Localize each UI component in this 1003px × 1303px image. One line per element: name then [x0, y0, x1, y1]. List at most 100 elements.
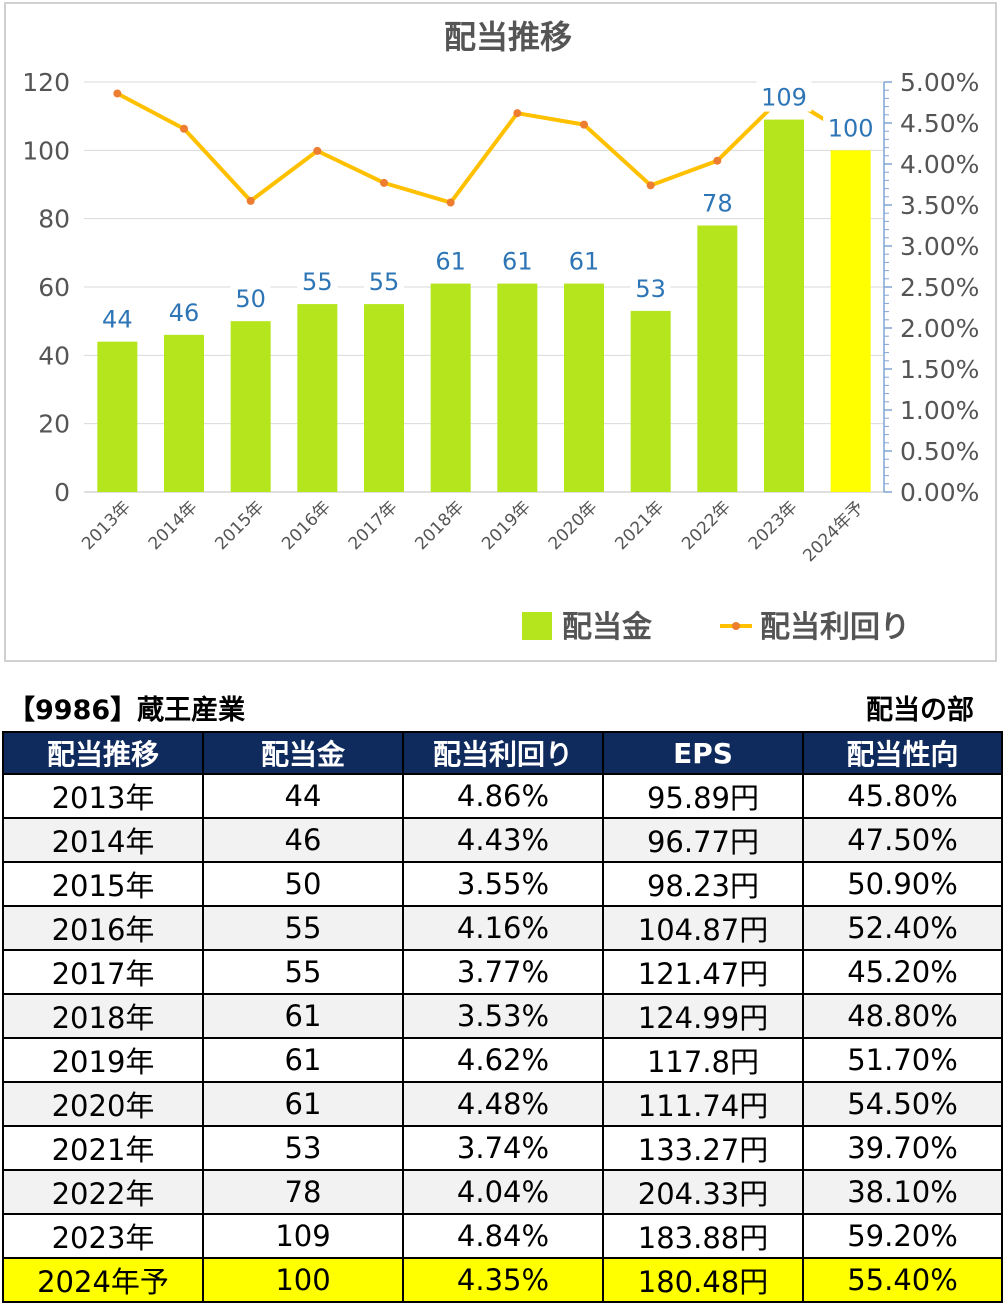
table-cell: 180.48円	[602, 1257, 804, 1303]
chart-frame: 配当推移 0 20 40 60 80 100 120 0.00% 0.50% 1.00% 1.50% 2…	[4, 2, 997, 662]
table-cell: 45.80%	[802, 773, 1003, 819]
y-right-tick-label: 4.50%	[900, 109, 979, 138]
table-cell: 2020年	[2, 1081, 204, 1127]
bar-data-label: 78	[702, 190, 733, 218]
table-cell: 78	[202, 1169, 404, 1215]
table-header-row: 【9986】蔵王産業 配当の部	[8, 688, 974, 728]
x-tick-label: 2014年	[145, 497, 202, 554]
table-cell: 4.43%	[402, 817, 604, 863]
table-cell: 104.87円	[602, 905, 804, 951]
table-body: 2013年 44 4.86% 95.89円 45.80% 2014年 46 4.43% 96.7…	[2, 773, 1003, 1303]
data-label-bg	[697, 187, 738, 218]
y-right-tick-label: 1.50%	[900, 355, 979, 384]
column-header: 配当利回り	[402, 731, 604, 775]
y-right-tick-label: 2.50%	[900, 273, 979, 302]
legend-swatch-marker	[732, 622, 740, 630]
table-cell: 98.23円	[602, 861, 804, 907]
table-cell: 111.74円	[602, 1081, 804, 1127]
x-tick-label: 2013年	[78, 497, 135, 554]
column-header: 配当推移	[2, 731, 204, 775]
table-cell: 4.16%	[402, 905, 604, 951]
data-label-bg	[630, 272, 671, 303]
table-row: 2024年予 100 4.35% 180.48円 55.40%	[2, 1257, 1003, 1303]
bar	[230, 321, 271, 492]
table-cell: 54.50%	[802, 1081, 1003, 1127]
dividend-chart: 配当推移 0 20 40 60 80 100 120 0.00% 0.50% 1.00% 1.50% 2…	[22, 18, 979, 645]
table-cell: 2021年	[2, 1125, 204, 1171]
table-cell: 38.10%	[802, 1169, 1003, 1215]
yield-point	[246, 196, 255, 205]
y-left-tick-label: 60	[38, 273, 70, 302]
legend-label: 配当金	[562, 610, 653, 645]
table-cell: 39.70%	[802, 1125, 1003, 1171]
table-cell: 204.33円	[602, 1169, 804, 1215]
table-cell: 55	[202, 905, 404, 951]
data-label-bg	[430, 245, 471, 276]
table-cell: 50	[202, 861, 404, 907]
table-cell: 2019年	[2, 1037, 204, 1083]
y-left-tick-label: 100	[22, 136, 70, 165]
yield-point	[580, 120, 588, 129]
table-column-headers: 配当推移 配当金 配当利回り EPS 配当性向	[2, 731, 1003, 775]
x-tick-label: 2021年	[611, 497, 668, 554]
company-name: 【9986】蔵王産業	[8, 695, 246, 726]
bar-data-label: 44	[102, 306, 133, 334]
bar-data-label: 61	[435, 248, 466, 276]
bar	[97, 341, 138, 492]
data-label-bg	[823, 112, 879, 143]
table-cell: 2024年予	[2, 1257, 204, 1303]
table-row: 2014年 46 4.43% 96.77円 47.50%	[2, 817, 1003, 863]
y-left-tick-label: 40	[38, 341, 70, 370]
bar-data-label: 46	[169, 299, 200, 327]
table-cell: 52.40%	[802, 905, 1003, 951]
table-cell: 4.86%	[402, 773, 604, 819]
bar	[630, 310, 671, 492]
bar	[564, 283, 604, 492]
table-cell: 133.27円	[602, 1125, 804, 1171]
bar-data-label: 55	[369, 268, 400, 296]
bar	[297, 304, 338, 492]
y-left-tick-label: 80	[38, 205, 70, 234]
table-cell: 48.80%	[802, 993, 1003, 1039]
table-cell: 2018年	[2, 993, 204, 1039]
y-right-tick-label: 4.00%	[900, 150, 979, 179]
table-cell: 61	[202, 993, 404, 1039]
table-row: 2019年 61 4.62% 117.8円 51.70%	[2, 1037, 1003, 1083]
y-right-tick-label: 5.00%	[900, 68, 979, 97]
data-label-bg	[497, 245, 538, 276]
table-row: 2022年 78 4.04% 204.33円 38.10%	[2, 1169, 1003, 1215]
y-right-tick-label: 0.00%	[900, 478, 979, 507]
table-row: 2017年 55 3.77% 121.47円 45.20%	[2, 949, 1003, 995]
x-tick-label: 2020年	[545, 497, 602, 554]
table-cell: 3.53%	[402, 993, 604, 1039]
table-cell: 2016年	[2, 905, 204, 951]
y-right-tick-label: 3.50%	[900, 191, 979, 220]
table-row: 2015年 50 3.55% 98.23円 50.90%	[2, 861, 1003, 907]
table-cell: 2015年	[2, 861, 204, 907]
chart-title: 配当推移	[444, 18, 572, 56]
y-left-tick-label: 0	[54, 478, 70, 507]
y-right-tick-label: 1.00%	[900, 396, 979, 425]
legend-swatch-bar	[522, 612, 552, 640]
table-cell: 96.77円	[602, 817, 804, 863]
table-cell: 3.74%	[402, 1125, 604, 1171]
x-tick-label: 2022年	[678, 497, 735, 554]
table-cell: 59.20%	[802, 1213, 1003, 1259]
bar	[364, 304, 404, 492]
table-cell: 45.20%	[802, 949, 1003, 995]
table-cell: 46	[202, 817, 404, 863]
bar-data-label: 61	[569, 248, 600, 276]
x-tick-label: 2016年	[278, 497, 335, 554]
x-tick-label: 2017年	[345, 497, 402, 554]
table-row: 2013年 44 4.86% 95.89円 45.80%	[2, 773, 1003, 819]
legend-label: 配当利回り	[760, 610, 910, 645]
x-tick-label: 2024年予	[799, 497, 868, 566]
yield-point	[313, 146, 322, 155]
table-cell: 53	[202, 1125, 404, 1171]
yield-point	[380, 178, 388, 187]
table-cell: 2017年	[2, 949, 204, 995]
table-row: 2016年 55 4.16% 104.87円 52.40%	[2, 905, 1003, 951]
yield-point	[646, 181, 655, 190]
column-header: EPS	[602, 731, 804, 775]
table-cell: 3.77%	[402, 949, 604, 995]
